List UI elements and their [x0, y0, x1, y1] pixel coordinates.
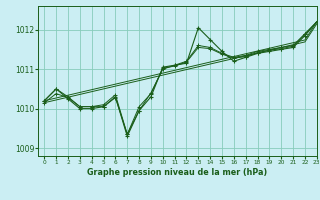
X-axis label: Graphe pression niveau de la mer (hPa): Graphe pression niveau de la mer (hPa) [87, 168, 268, 177]
